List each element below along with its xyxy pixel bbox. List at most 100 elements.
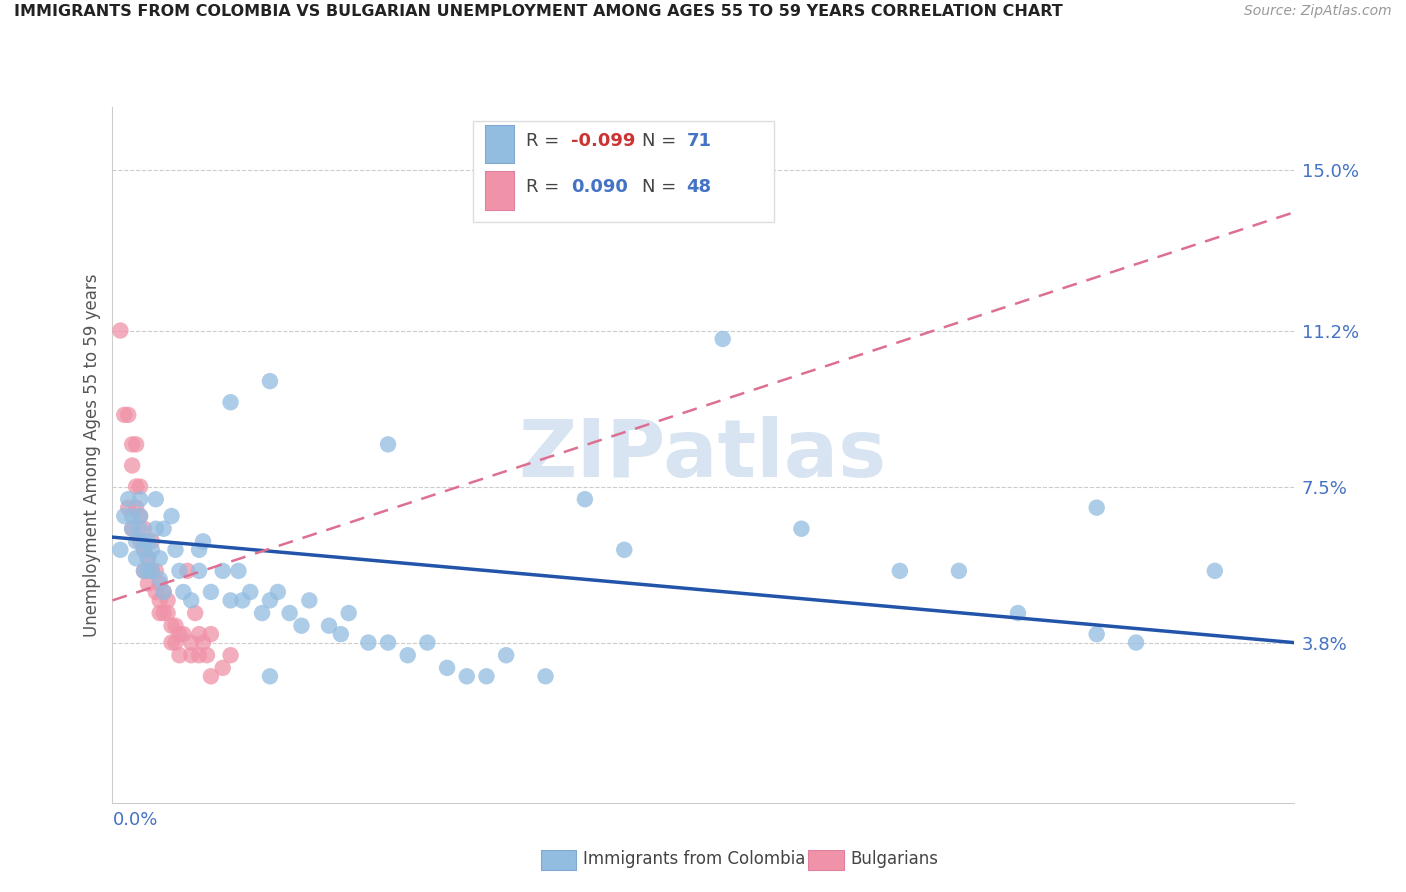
Point (132, 564, 155, 578)
Point (129, 492, 152, 507)
Point (129, 509, 152, 524)
Point (396, 648, 419, 663)
Point (436, 661, 458, 675)
Point (1007, 606, 1029, 620)
Text: R =: R = (526, 178, 565, 196)
Point (121, 437, 143, 451)
Point (377, 437, 399, 451)
Point (191, 635, 214, 649)
Point (188, 648, 211, 663)
Point (129, 509, 152, 524)
Point (125, 437, 148, 451)
Point (149, 606, 172, 620)
Point (337, 606, 360, 620)
Point (169, 648, 191, 663)
Text: Immigrants from Colombia: Immigrants from Colombia (583, 850, 806, 868)
Point (475, 669, 498, 683)
Point (132, 542, 155, 557)
Point (188, 542, 211, 557)
Point (278, 606, 301, 620)
Point (259, 669, 281, 683)
Point (180, 648, 202, 663)
Point (259, 593, 281, 607)
Point (165, 635, 187, 649)
Bar (485, 125, 515, 163)
Text: ZIPatlas: ZIPatlas (519, 416, 887, 494)
Point (169, 627, 191, 641)
Point (129, 534, 152, 549)
Text: 71: 71 (686, 132, 711, 150)
Point (121, 522, 143, 536)
Point (165, 618, 187, 632)
Point (172, 585, 194, 599)
Point (145, 492, 167, 507)
Point (136, 564, 159, 578)
Point (152, 606, 174, 620)
Point (132, 542, 155, 557)
Point (149, 576, 172, 591)
Point (191, 534, 214, 549)
Point (145, 522, 167, 536)
Point (613, 542, 636, 557)
Point (112, 509, 135, 524)
Point (121, 458, 143, 473)
Point (152, 585, 174, 599)
Point (141, 542, 163, 557)
Point (456, 669, 478, 683)
Text: R =: R = (526, 132, 565, 150)
Point (948, 564, 970, 578)
Point (152, 585, 174, 599)
Point (357, 635, 380, 649)
Point (125, 479, 148, 493)
Text: 0.0%: 0.0% (112, 811, 157, 830)
Point (188, 564, 211, 578)
Point (141, 564, 163, 578)
Point (110, 542, 132, 557)
Text: N =: N = (641, 132, 682, 150)
Point (259, 374, 281, 388)
Point (250, 606, 273, 620)
Point (1125, 635, 1147, 649)
Point (132, 522, 155, 536)
Point (172, 627, 194, 641)
Point (290, 618, 312, 632)
Text: 0.090: 0.090 (571, 178, 627, 196)
Point (1085, 627, 1108, 641)
Point (200, 669, 222, 683)
Point (121, 522, 143, 536)
Text: Source: ZipAtlas.com: Source: ZipAtlas.com (1244, 4, 1392, 19)
Point (165, 542, 187, 557)
Point (136, 534, 159, 549)
Point (125, 551, 148, 566)
Point (534, 669, 557, 683)
Point (211, 564, 233, 578)
Point (117, 500, 139, 515)
Point (125, 500, 148, 515)
Point (145, 564, 167, 578)
Point (318, 618, 340, 632)
FancyBboxPatch shape (472, 121, 773, 222)
Point (200, 585, 222, 599)
Point (117, 408, 139, 422)
Point (136, 576, 159, 591)
Point (180, 593, 202, 607)
Point (219, 593, 242, 607)
Point (152, 522, 174, 536)
Point (156, 606, 179, 620)
Point (495, 648, 517, 663)
Point (219, 395, 242, 409)
Point (121, 509, 143, 524)
Point (790, 522, 813, 536)
Bar (485, 171, 515, 210)
Point (1204, 564, 1226, 578)
Point (169, 564, 191, 578)
Point (112, 408, 135, 422)
Point (711, 332, 734, 346)
Point (416, 635, 439, 649)
Point (329, 627, 352, 641)
Point (377, 635, 399, 649)
Point (211, 661, 233, 675)
Text: N =: N = (641, 178, 682, 196)
Point (136, 551, 159, 566)
Point (298, 593, 321, 607)
